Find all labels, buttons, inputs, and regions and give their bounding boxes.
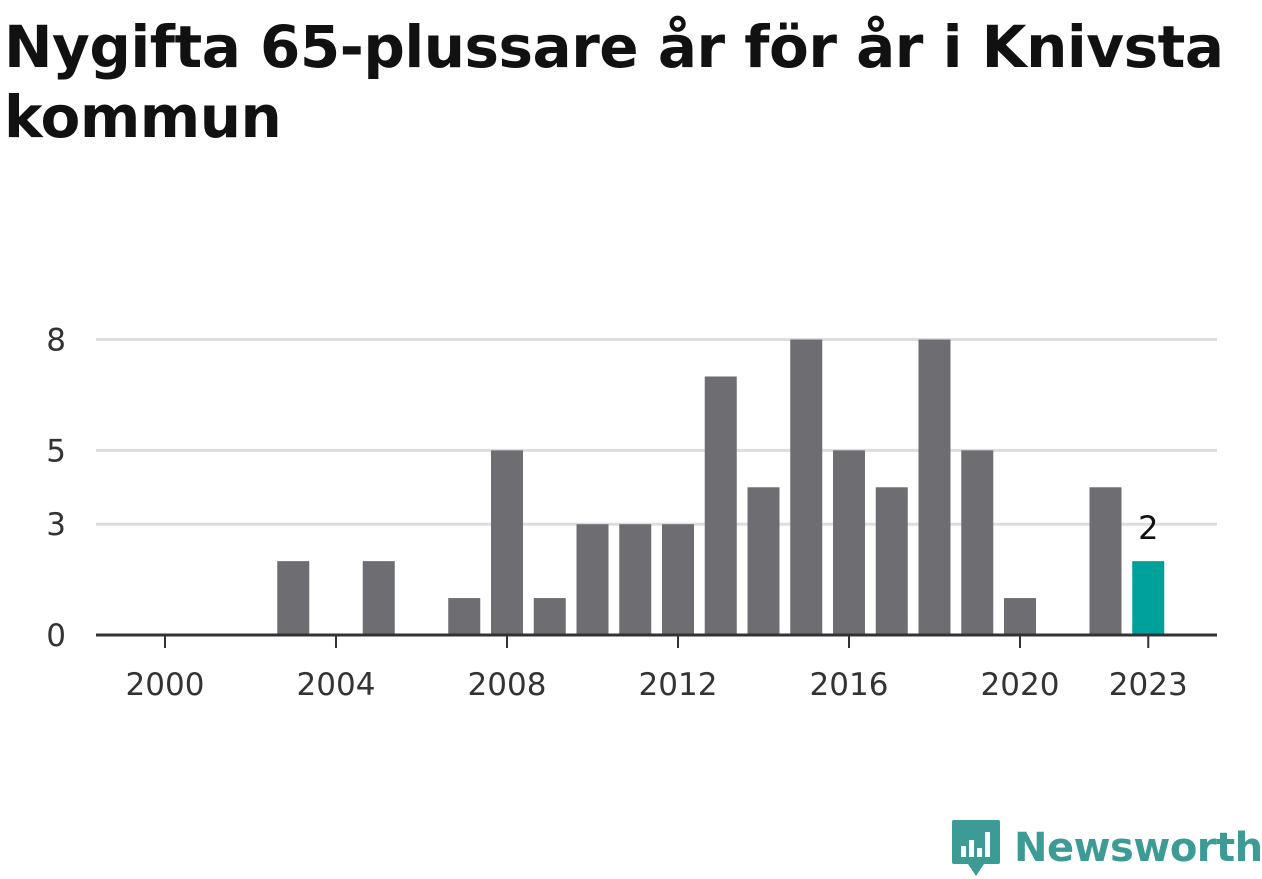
bar-2019	[961, 450, 994, 635]
brand-name: Newsworthy	[1014, 825, 1262, 871]
x-tick-label: 2004	[297, 667, 376, 703]
bar-2010	[576, 524, 609, 635]
y-axis-ticks: 0 3 5 8	[46, 323, 66, 654]
gridlines	[96, 338, 1217, 526]
x-tick-label: 2023	[1109, 667, 1188, 703]
bar-2016	[833, 450, 865, 635]
x-tick-label: 2008	[468, 667, 547, 703]
x-axis-ticks: 2000 2004 2008 2012 2016 2020 2023	[126, 635, 1188, 703]
bar-2013	[704, 376, 737, 635]
newsworthy-logo: Newsworthy	[950, 818, 1262, 878]
x-tick-label: 2000	[126, 667, 205, 703]
y-tick-label: 8	[46, 323, 66, 359]
bar-2015	[790, 339, 823, 635]
bar-2018	[918, 339, 951, 635]
data-label-2023: 2	[1138, 509, 1158, 547]
page-title: Nygifta 65-plussare år för år i Knivsta …	[4, 13, 1224, 151]
x-tick-label: 2016	[810, 667, 889, 703]
bar-2007	[448, 598, 481, 635]
x-tick-label: 2012	[639, 667, 718, 703]
bars	[277, 339, 1165, 635]
bar-2022	[1089, 487, 1122, 635]
data-labels: 2	[1138, 509, 1158, 547]
bar-2003	[277, 561, 310, 635]
y-tick-label: 3	[46, 507, 66, 543]
bar-2005	[362, 561, 395, 635]
bar-2023	[1132, 561, 1165, 635]
y-tick-label: 0	[46, 618, 66, 654]
bar-2009	[533, 598, 566, 635]
bar-2014	[747, 487, 780, 635]
bar-2017	[875, 487, 908, 635]
y-tick-label: 5	[46, 433, 66, 469]
bar-2008	[491, 450, 523, 635]
bar-2020	[1004, 598, 1036, 635]
newsworthy-logo-icon	[952, 820, 1000, 876]
x-tick-label: 2020	[981, 667, 1060, 703]
bar-2012	[662, 524, 694, 635]
bar-2011	[619, 524, 652, 635]
